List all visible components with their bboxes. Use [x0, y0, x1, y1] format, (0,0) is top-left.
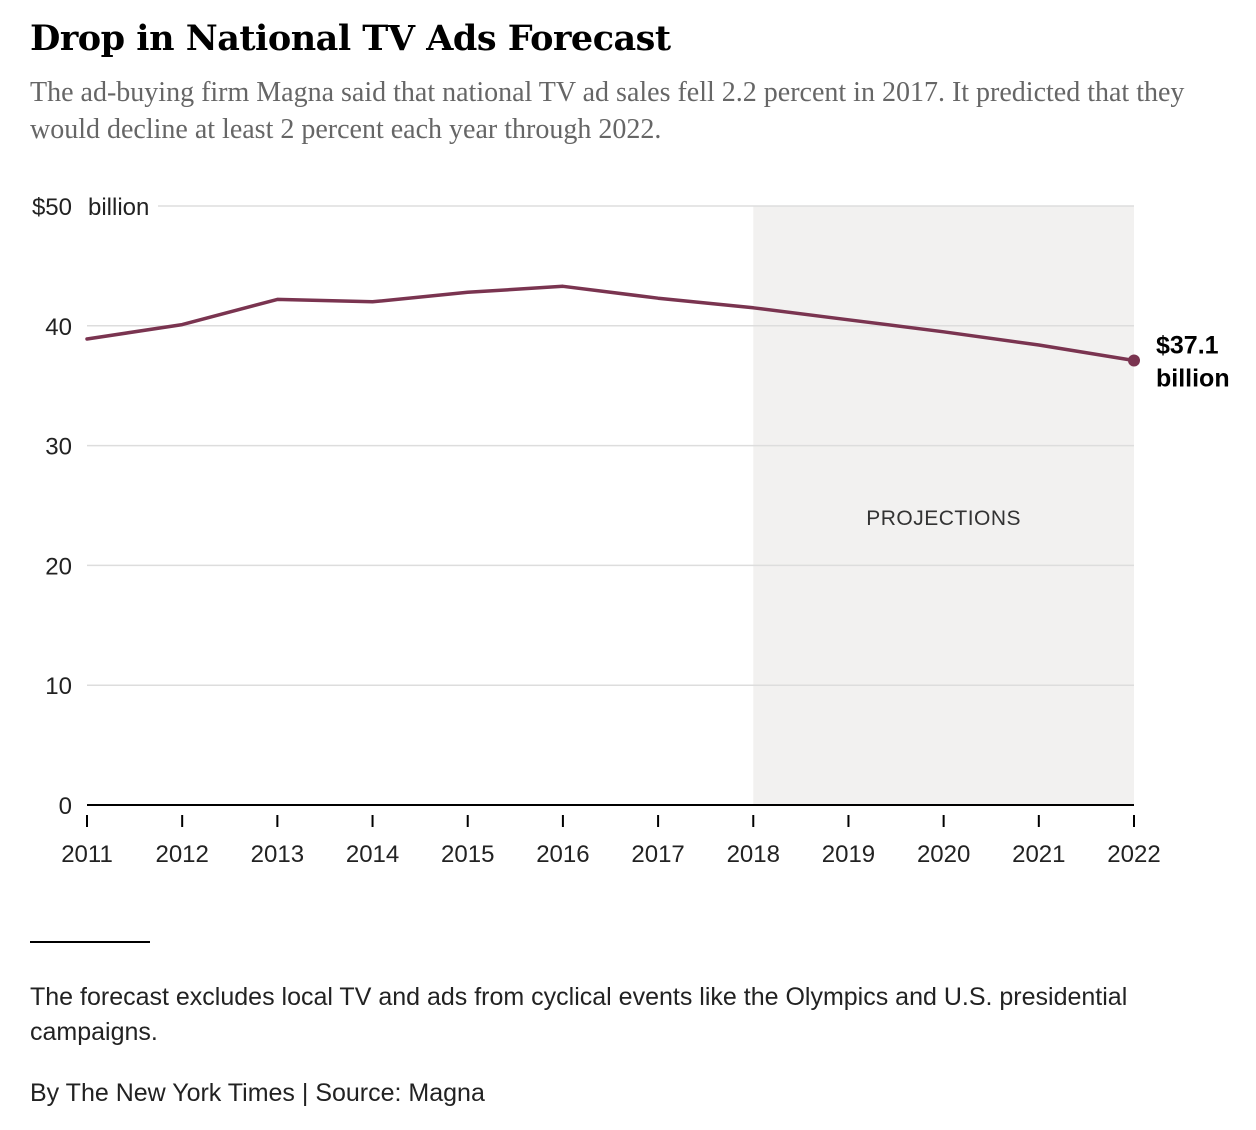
x-tick-label: 2011 — [61, 841, 113, 868]
x-tick-label: 2021 — [1012, 841, 1065, 868]
x-tick-label: 2014 — [346, 841, 399, 868]
y-unit-label: billion — [88, 194, 149, 221]
x-tick-label: 2012 — [155, 841, 208, 868]
source-credit: By The New York Times | Source: Magna — [30, 1079, 485, 1107]
x-tick-label: 2015 — [441, 841, 494, 868]
end-value-label: $37.1 — [1156, 332, 1219, 360]
projection-region — [753, 206, 1134, 805]
x-tick-label: 2019 — [822, 841, 875, 868]
y-tick-label: 30 — [45, 434, 72, 461]
footnote: The forecast excludes local TV and ads f… — [30, 983, 1128, 1046]
x-tick-label: 2016 — [536, 841, 589, 868]
end-unit-label: billion — [1156, 365, 1230, 393]
end-point-marker — [1128, 354, 1140, 367]
chart-title: Drop in National TV Ads Forecast — [30, 18, 671, 59]
x-tick-label: 2013 — [251, 841, 304, 868]
x-tick-label: 2020 — [917, 841, 970, 868]
y-tick-label: 20 — [45, 553, 72, 580]
series-line — [85, 284, 1136, 363]
x-tick-label: 2017 — [631, 841, 684, 868]
y-tick-label: 40 — [45, 314, 72, 341]
footer-rule — [30, 941, 150, 943]
y-tick-label: 10 — [45, 673, 72, 700]
line-chart: PROJECTIONS 0 10 20 30 40 $50 billion 2011 2012… — [32, 194, 1230, 868]
projection-label: PROJECTIONS — [866, 507, 1021, 530]
x-tick-label: 2018 — [727, 841, 780, 868]
y-tick-label: 0 — [59, 793, 72, 820]
chart-subtitle: The ad-buying firm Magna said that natio… — [30, 77, 1185, 145]
y-tick-label: $50 — [32, 194, 72, 221]
x-tick-label: 2022 — [1107, 841, 1160, 868]
